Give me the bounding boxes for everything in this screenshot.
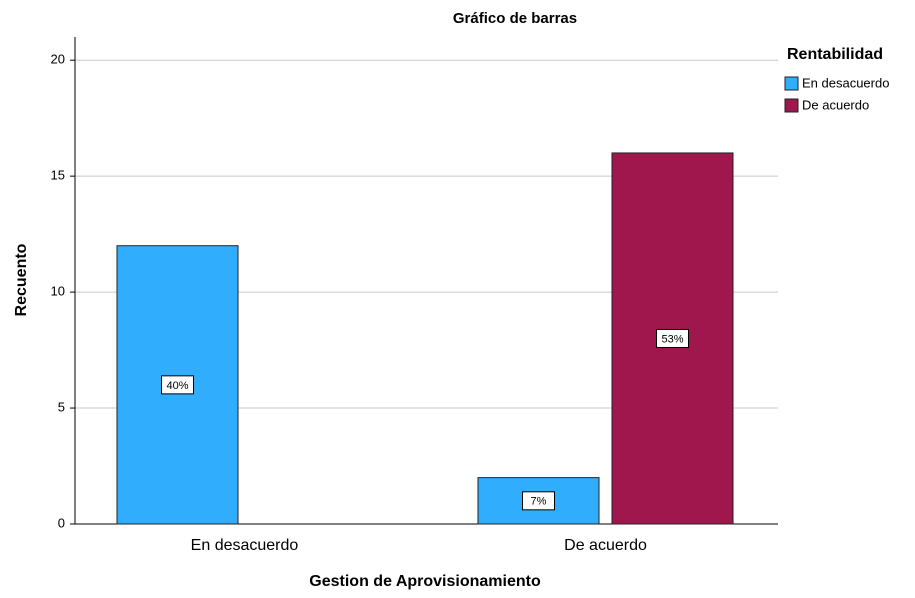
legend-swatch (784, 76, 799, 91)
x-tick-label: De acuerdo (564, 537, 647, 554)
data-label: 40% (166, 380, 188, 392)
x-axis-label: Gestion de Aprovisionamiento (309, 573, 541, 590)
legend-label: De acuerdo (802, 97, 869, 112)
data-label-box (656, 328, 689, 348)
data-label: 53% (661, 333, 683, 345)
data-label: 7% (531, 496, 547, 508)
chart-title: Gráfico de barras (453, 10, 577, 27)
legend-label: En desacuerdo (802, 75, 889, 90)
y-axis-label: Recuento (13, 243, 30, 316)
y-tick-label: 5 (58, 399, 65, 414)
x-tick-label: En desacuerdo (191, 537, 299, 554)
y-tick-label: 10 (51, 284, 65, 299)
data-label-box (522, 491, 555, 511)
y-tick-label: 15 (51, 168, 65, 183)
data-label-box (161, 375, 194, 395)
legend-swatch (784, 98, 799, 113)
legend-title: Rentabilidad (787, 46, 883, 63)
y-tick-label: 0 (58, 515, 65, 530)
y-tick-label: 20 (51, 52, 65, 67)
